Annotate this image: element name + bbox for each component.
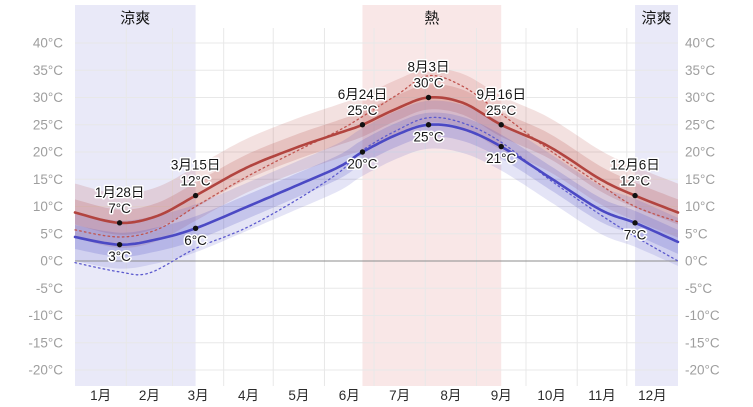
y-axis-label-left: 10°C <box>33 199 63 214</box>
season-band <box>362 5 502 386</box>
month-axis-label: 4月 <box>238 388 259 403</box>
month-axis-label: 9月 <box>491 388 512 403</box>
y-axis-label-right: 30°C <box>685 90 715 105</box>
annotation-temp-label: 21°C <box>486 151 516 166</box>
y-axis-label-left: 15°C <box>33 172 63 187</box>
season-title: 熱 <box>424 10 439 27</box>
low-line <box>73 123 680 246</box>
annotation-temp-label: 3°C <box>108 249 131 264</box>
month-axis-label: 7月 <box>389 388 410 403</box>
high-data-point-marker[interactable] <box>359 122 366 128</box>
month-axis-label: 1月 <box>90 388 111 403</box>
month-axis-label: 2月 <box>139 388 160 403</box>
season-band <box>635 5 678 386</box>
annotation-temp-label: 30°C <box>413 76 443 91</box>
y-axis-label-right: 20°C <box>685 145 715 160</box>
high-data-point-marker[interactable] <box>192 192 199 199</box>
low-data-point-marker[interactable] <box>192 225 199 231</box>
percentile-band <box>75 68 678 249</box>
low-data-point-marker[interactable] <box>498 143 504 150</box>
annotation-date-label: 3月15日 <box>171 158 221 173</box>
y-axis-label-right: -10°C <box>685 308 720 323</box>
low-data-point-marker[interactable] <box>359 149 366 155</box>
y-axis-label-right: -20°C <box>685 363 720 378</box>
percentile-band <box>75 112 678 257</box>
annotation-date-label: 1月28日 <box>95 185 145 200</box>
month-axis-label: 3月 <box>188 388 209 403</box>
y-axis-label-left: 20°C <box>33 145 63 160</box>
y-axis-label-left: -20°C <box>28 363 63 378</box>
annotation-temp-label: 6°C <box>184 233 207 248</box>
y-axis-label-left: 0°C <box>40 254 63 269</box>
annotation-date-label: 12月6日 <box>610 158 660 173</box>
season-title: 涼爽 <box>642 10 672 27</box>
high-data-point-marker[interactable] <box>425 94 432 101</box>
annotation-temp-label: 12°C <box>181 174 211 189</box>
y-axis-label-left: 40°C <box>33 36 63 51</box>
y-axis-label-left: -15°C <box>28 335 63 350</box>
y-axis-label-left: -5°C <box>36 281 63 296</box>
high-data-point-marker[interactable] <box>498 122 504 128</box>
perceived-high-line <box>74 74 679 238</box>
annotation-temp-label: 25°C <box>486 103 516 118</box>
annotation-date-label: 8月3日 <box>408 60 450 75</box>
y-axis-label-left: 30°C <box>33 90 63 105</box>
month-axis-label: 8月 <box>440 388 461 403</box>
y-axis-label-left: 5°C <box>40 226 63 241</box>
season-title: 涼爽 <box>120 10 150 27</box>
annotation-temp-label: 7°C <box>624 227 647 242</box>
y-axis-label-right: 10°C <box>685 199 715 214</box>
high-line <box>73 96 680 225</box>
y-axis-label-right: 35°C <box>685 63 715 78</box>
y-axis-label-right: -5°C <box>685 281 712 296</box>
y-axis-label-right: -15°C <box>685 335 720 350</box>
low-data-point-marker[interactable] <box>116 241 123 248</box>
month-axis-label: 11月 <box>588 388 616 403</box>
high-data-point-marker[interactable] <box>116 220 123 226</box>
month-axis-label: 5月 <box>288 388 309 403</box>
annotation-temp-label: 20°C <box>347 157 377 172</box>
annotation-date-label: 6月24日 <box>338 87 388 102</box>
y-axis-label-left: 35°C <box>33 63 63 78</box>
y-axis-label-right: 0°C <box>685 254 708 269</box>
season-band <box>75 5 196 386</box>
month-axis-label: 12月 <box>638 388 667 403</box>
y-axis-label-right: 5°C <box>685 226 708 241</box>
y-axis-label-right: 15°C <box>685 172 715 187</box>
percentile-band <box>75 100 678 269</box>
percentile-band <box>75 84 678 235</box>
annotation-temp-label: 25°C <box>347 103 377 118</box>
y-axis-label-left: -10°C <box>28 308 63 323</box>
high-data-point-marker[interactable] <box>632 192 638 199</box>
low-data-point-marker[interactable] <box>425 122 432 128</box>
month-axis-label: 6月 <box>339 388 360 403</box>
y-axis-label-right: 40°C <box>685 36 715 51</box>
annotation-temp-label: 25°C <box>413 129 443 144</box>
y-axis-label-left: 25°C <box>33 117 63 132</box>
annotation-date-label: 9月16日 <box>476 87 526 102</box>
y-axis-label-right: 25°C <box>685 117 715 132</box>
month-axis-label: 10月 <box>537 388 566 403</box>
annotation-temp-label: 7°C <box>108 201 131 216</box>
low-data-point-marker[interactable] <box>632 220 638 226</box>
annotation-temp-label: 12°C <box>620 174 650 189</box>
perceived-low-line <box>74 116 679 276</box>
